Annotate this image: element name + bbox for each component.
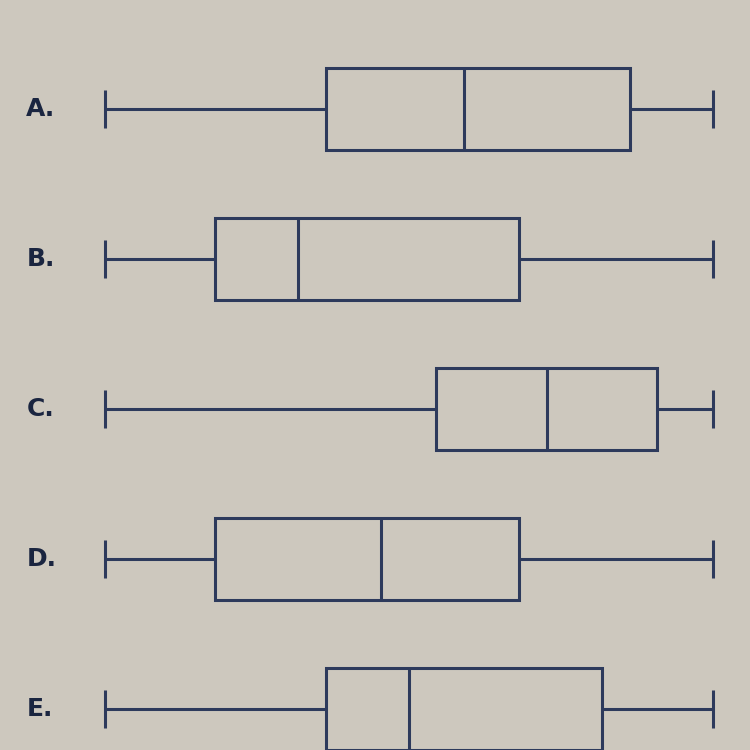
Bar bbox=[326, 668, 602, 750]
Text: D.: D. bbox=[26, 547, 56, 571]
Text: B.: B. bbox=[26, 247, 55, 271]
Text: A.: A. bbox=[26, 97, 56, 121]
Text: E.: E. bbox=[26, 697, 53, 721]
Bar bbox=[436, 368, 657, 450]
Text: C.: C. bbox=[26, 397, 54, 421]
Bar bbox=[215, 217, 519, 300]
Bar bbox=[326, 68, 630, 150]
Bar bbox=[215, 518, 519, 600]
